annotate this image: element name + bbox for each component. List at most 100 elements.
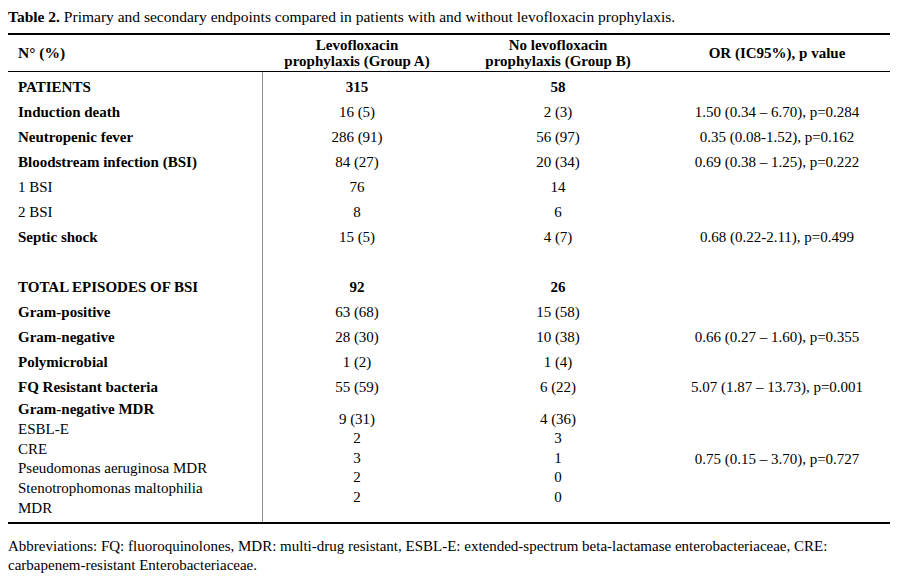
mdr-values-group-a: 9 (31)2322 xyxy=(262,400,452,519)
header-col-group-a: Levofloxacin prophylaxis (Group A) xyxy=(262,37,452,70)
cell-group-a xyxy=(262,250,452,275)
data-table: N° (%) Levofloxacin prophylaxis (Group A… xyxy=(8,33,890,524)
row-label: Polymicrobial xyxy=(8,350,262,375)
table-row xyxy=(8,250,890,275)
cell-group-b: 15 (58) xyxy=(452,300,664,325)
cell-group-b: 58 xyxy=(452,75,664,100)
table-row: TOTAL EPISODES OF BSI 92 26 xyxy=(8,275,890,300)
table-row: FQ Resistant bacteria 55 (59) 6 (22) 5.0… xyxy=(8,375,890,400)
abbreviations-note: Abbreviations: FQ: fluoroquinolones, MDR… xyxy=(8,537,906,576)
cell-group-a: 16 (5) xyxy=(262,100,452,125)
cell-or-pvalue xyxy=(664,350,890,375)
table-row: Polymicrobial 1 (2) 1 (4) xyxy=(8,350,890,375)
cell-group-b: 26 xyxy=(452,275,664,300)
row-label: FQ Resistant bacteria xyxy=(8,375,262,400)
cell-group-a: 76 xyxy=(262,175,452,200)
table-row: Gram-negative 28 (30) 10 (38) 0.66 (0.27… xyxy=(8,325,890,350)
cell-group-a: 63 (68) xyxy=(262,300,452,325)
cell-or-pvalue: 0.66 (0.27 – 1.60), p=0.355 xyxy=(664,325,890,350)
cell-group-a: 315 xyxy=(262,75,452,100)
table-row: Neutropenic fever 286 (91) 56 (97) 0.35 … xyxy=(8,125,890,150)
cell-group-b: 1 (4) xyxy=(452,350,664,375)
row-label: 1 BSI xyxy=(8,175,262,200)
table-row: PATIENTS 315 58 xyxy=(8,75,890,100)
mdr-labels: Gram-negative MDRESBL-ECREPseudomonas ae… xyxy=(8,400,262,519)
cell-group-a: 28 (30) xyxy=(262,325,452,350)
row-label: Gram-positive xyxy=(8,300,262,325)
cell-group-a: 15 (5) xyxy=(262,225,452,250)
table-row: Septic shock 15 (5) 4 (7) 0.68 (0.22-2.1… xyxy=(8,225,890,250)
cell-group-a: 1 (2) xyxy=(262,350,452,375)
header-col-group-b: No levofloxacin prophylaxis (Group B) xyxy=(452,37,664,70)
table-body: PATIENTS 315 58 Induction death 16 (5) 2… xyxy=(8,72,890,522)
cell-group-b: 20 (34) xyxy=(452,150,664,175)
mdr-line: 4 (36) xyxy=(452,410,664,429)
row-label: Septic shock xyxy=(8,225,262,250)
cell-or-pvalue: 0.68 (0.22-2.11), p=0.499 xyxy=(664,225,890,250)
mdr-values-group-b: 4 (36)3100 xyxy=(452,400,664,519)
cell-or-pvalue xyxy=(664,300,890,325)
mdr-block-row: Gram-negative MDRESBL-ECREPseudomonas ae… xyxy=(8,400,890,522)
mdr-line: 2 xyxy=(262,468,452,487)
header-col-group-a-line2: prophylaxis (Group A) xyxy=(262,53,452,70)
cell-group-b: 56 (97) xyxy=(452,125,664,150)
cell-group-a: 8 xyxy=(262,200,452,225)
cell-group-b: 10 (38) xyxy=(452,325,664,350)
row-label: Gram-negative xyxy=(8,325,262,350)
mdr-line: Pseudomonas aeruginosa MDR xyxy=(18,459,226,479)
cell-group-b: 6 xyxy=(452,200,664,225)
cell-or-pvalue xyxy=(664,175,890,200)
row-label: Induction death xyxy=(8,100,262,125)
mdr-line: 3 xyxy=(262,449,452,468)
header-col-n-pct: N° (%) xyxy=(8,45,262,62)
table-row: Bloodstream infection (BSI) 84 (27) 20 (… xyxy=(8,150,890,175)
cell-or-pvalue: 5.07 (1.87 – 13.73), p=0.001 xyxy=(664,375,890,400)
cell-group-a: 84 (27) xyxy=(262,150,452,175)
row-label: 2 BSI xyxy=(8,200,262,225)
mdr-line: Gram-negative MDR xyxy=(18,400,226,420)
mdr-line: CRE xyxy=(18,440,226,460)
table-row: Induction death 16 (5) 2 (3) 1.50 (0.34 … xyxy=(8,100,890,125)
cell-group-b: 6 (22) xyxy=(452,375,664,400)
mdr-line: Stenotrophomonas maltophilia MDR xyxy=(18,479,226,519)
mdr-line: 9 (31) xyxy=(262,410,452,429)
mdr-line: 0 xyxy=(452,468,664,487)
cell-or-pvalue xyxy=(664,75,890,100)
cell-group-a: 286 (91) xyxy=(262,125,452,150)
document-page: Table 2. Primary and secondary endpoints… xyxy=(0,0,910,581)
mdr-cell-or-pvalue: 0.75 (0.15 – 3.70), p=0.727 xyxy=(664,400,890,519)
column-divider-line xyxy=(262,72,263,522)
cell-or-pvalue: 0.69 (0.38 – 1.25), p=0.222 xyxy=(664,150,890,175)
table-caption-text: Primary and secondary endpoints compared… xyxy=(64,8,675,25)
mdr-line: 2 xyxy=(262,488,452,507)
header-col-group-b-line2: prophylaxis (Group B) xyxy=(452,53,664,70)
mdr-line: 2 xyxy=(262,429,452,448)
header-col-group-a-line1: Levofloxacin xyxy=(262,37,452,54)
cell-or-pvalue xyxy=(664,275,890,300)
cell-group-b: 2 (3) xyxy=(452,100,664,125)
row-label: TOTAL EPISODES OF BSI xyxy=(8,275,262,300)
row-label: PATIENTS xyxy=(8,75,262,100)
table-caption-label: Table 2. xyxy=(8,8,60,25)
row-label: Bloodstream infection (BSI) xyxy=(8,150,262,175)
mdr-line: 3 xyxy=(452,429,664,448)
cell-group-b: 4 (7) xyxy=(452,225,664,250)
table-header-row: N° (%) Levofloxacin prophylaxis (Group A… xyxy=(8,35,890,72)
table-caption: Table 2. Primary and secondary endpoints… xyxy=(8,6,902,28)
cell-group-b: 14 xyxy=(452,175,664,200)
header-col-group-b-line1: No levofloxacin xyxy=(452,37,664,54)
cell-group-a: 92 xyxy=(262,275,452,300)
cell-or-pvalue: 0.35 (0.08-1.52), p=0.162 xyxy=(664,125,890,150)
table-row: 1 BSI 76 14 xyxy=(8,175,890,200)
cell-group-a: 55 (59) xyxy=(262,375,452,400)
cell-or-pvalue xyxy=(664,200,890,225)
row-label xyxy=(8,250,262,275)
cell-or-pvalue xyxy=(664,250,890,275)
cell-or-pvalue: 1.50 (0.34 – 6.70), p=0.284 xyxy=(664,100,890,125)
mdr-line: 1 xyxy=(452,449,664,468)
table-row: 2 BSI 8 6 xyxy=(8,200,890,225)
mdr-line: ESBL-E xyxy=(18,420,226,440)
mdr-line: 0 xyxy=(452,488,664,507)
table-row: Gram-positive 63 (68) 15 (58) xyxy=(8,300,890,325)
row-label: Neutropenic fever xyxy=(8,125,262,150)
